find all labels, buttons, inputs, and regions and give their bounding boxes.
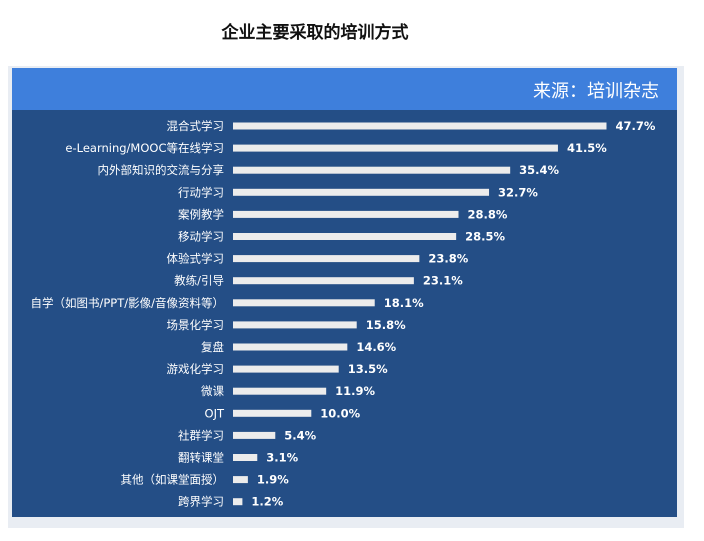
bar xyxy=(233,122,607,130)
bar xyxy=(233,387,327,395)
source-label: 来源：培训杂志 xyxy=(533,81,659,102)
category-label: 跨界学习 xyxy=(178,495,224,509)
category-label: 移动学习 xyxy=(178,230,224,244)
bar xyxy=(233,365,339,373)
bar xyxy=(233,255,420,263)
chart-title: 企业主要采取的培训方式 xyxy=(221,23,409,43)
category-label: 游戏化学习 xyxy=(167,362,225,376)
bar xyxy=(233,210,459,218)
value-label: 28.8% xyxy=(468,207,508,221)
bar xyxy=(233,233,457,240)
category-label: 翻转课堂 xyxy=(178,451,224,465)
value-label: 1.2% xyxy=(251,495,283,509)
bar xyxy=(233,188,490,196)
source-bar: 来源：培训杂志 xyxy=(12,68,677,110)
value-label: 11.9% xyxy=(335,384,375,398)
value-label: 15.8% xyxy=(366,318,406,332)
bar xyxy=(233,343,348,351)
bar xyxy=(233,299,375,307)
bar xyxy=(233,144,558,152)
category-label: 复盘 xyxy=(201,340,224,354)
value-label: 14.6% xyxy=(356,340,396,354)
category-label: 自学（如图书/PPT/影像/音像资料等） xyxy=(30,296,224,310)
value-label: 47.7% xyxy=(615,119,655,133)
category-label: 场景化学习 xyxy=(167,318,225,332)
category-label: e-Learning/MOOC等在线学习 xyxy=(65,141,224,155)
chart-panel xyxy=(12,68,677,517)
bar xyxy=(233,476,248,484)
category-label: 其他（如课堂面授） xyxy=(121,473,225,487)
value-label: 32.7% xyxy=(498,185,538,199)
value-label: 35.4% xyxy=(519,163,559,177)
bar xyxy=(233,166,511,174)
value-label: 18.1% xyxy=(384,296,424,310)
value-label: 23.8% xyxy=(428,252,468,266)
bar xyxy=(233,277,414,285)
category-label: 体验式学习 xyxy=(167,252,225,266)
category-label: 内外部知识的交流与分享 xyxy=(98,163,225,177)
bar xyxy=(233,498,243,506)
category-label: 教练/引导 xyxy=(174,274,224,288)
category-label: 案例教学 xyxy=(178,207,224,221)
category-label: 行动学习 xyxy=(178,185,224,199)
category-label: 微课 xyxy=(201,384,224,398)
bar xyxy=(233,409,312,417)
bar xyxy=(233,431,276,439)
value-label: 1.9% xyxy=(257,473,289,487)
value-label: 41.5% xyxy=(567,141,607,155)
value-label: 23.1% xyxy=(423,274,463,288)
value-label: 3.1% xyxy=(266,451,298,465)
category-label: 混合式学习 xyxy=(167,119,225,133)
bar xyxy=(233,321,357,329)
bar xyxy=(233,454,258,461)
category-label: OJT xyxy=(205,406,225,420)
category-label: 社群学习 xyxy=(178,428,224,442)
value-label: 10.0% xyxy=(320,406,360,420)
value-label: 28.5% xyxy=(465,230,505,244)
value-label: 5.4% xyxy=(284,428,316,442)
value-label: 13.5% xyxy=(348,362,388,376)
